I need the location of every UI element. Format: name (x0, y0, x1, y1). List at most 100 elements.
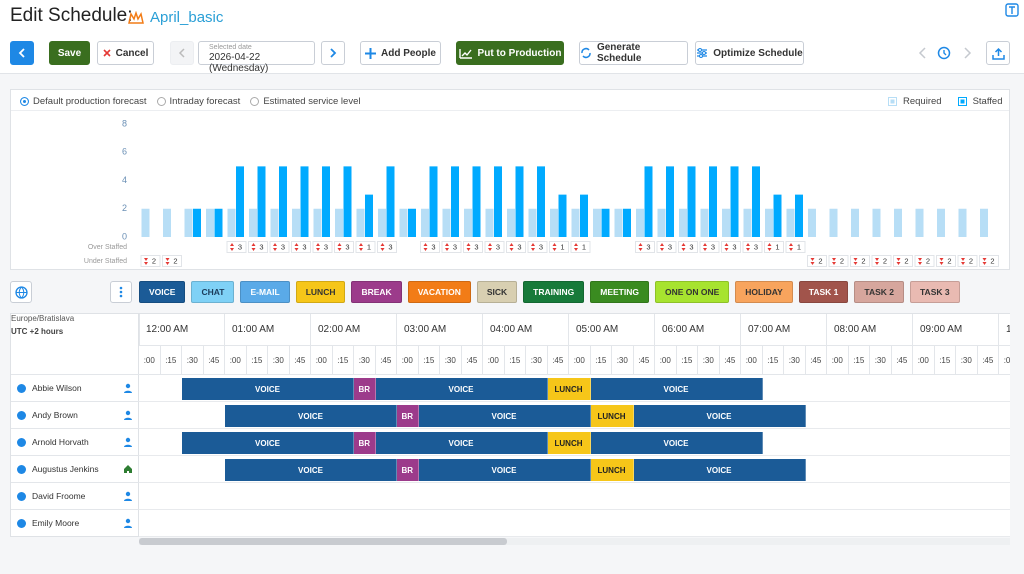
shift-segment[interactable]: VOICE (375, 432, 548, 454)
bar (528, 208, 537, 237)
shift-segment[interactable]: VOICE (590, 432, 763, 454)
shift-label: VOICE (663, 384, 689, 394)
agent-name[interactable]: Abbie Wilson (32, 383, 82, 393)
shift-segment[interactable]: BR (397, 405, 419, 427)
activity-chip[interactable]: TASK 3 (910, 281, 960, 303)
forecast-option[interactable]: Estimated service level (250, 94, 360, 108)
activity-chip[interactable]: MEETING (590, 281, 649, 303)
shift-segment[interactable]: VOICE (182, 378, 354, 400)
shift-segment[interactable]: LUNCH (590, 405, 634, 427)
staffing-icon (810, 258, 815, 265)
shift-segment[interactable]: LUNCH (547, 432, 591, 454)
shift-segment[interactable]: VOICE (418, 405, 591, 427)
agent-icon[interactable] (123, 410, 133, 420)
shift-label: VOICE (298, 411, 323, 421)
activity-chip[interactable]: SICK (476, 281, 518, 303)
shift-segment[interactable]: VOICE (418, 459, 591, 481)
legend-swatch (957, 96, 967, 106)
staffing-box (355, 241, 376, 253)
shift-segment[interactable]: BR (354, 378, 376, 400)
activity-label: VACATION (417, 287, 461, 297)
bar (335, 208, 343, 237)
grid-row (139, 456, 1010, 483)
bar (808, 208, 816, 237)
shift-segment[interactable]: VOICE (375, 378, 548, 400)
shift-segment[interactable]: VOICE (590, 378, 763, 400)
legend-item[interactable]: Staffed (957, 94, 1003, 108)
agent-icon[interactable] (123, 518, 133, 528)
activity-chip[interactable]: VOICE (139, 281, 186, 303)
menu-button[interactable] (110, 281, 132, 303)
agent-name[interactable]: Augustus Jenkins (32, 464, 99, 474)
activity-chip[interactable]: LUNCH (295, 281, 346, 303)
activity-chip[interactable]: HOLIDAY (735, 281, 793, 303)
shift-segment[interactable]: LUNCH (590, 459, 634, 481)
activity-chip[interactable]: CHAT (191, 281, 235, 303)
prev-date-button (170, 41, 194, 65)
staffing-value: 2 (926, 256, 930, 265)
shift-label: BR (358, 438, 371, 448)
forecast-option[interactable]: Intraday forecast (156, 94, 240, 108)
activity-label: VOICE (149, 287, 176, 297)
activity-chip[interactable]: ONE ON ONE (654, 281, 730, 303)
put-to-production-button[interactable]: Put to Production (456, 41, 564, 65)
staffing-icon (445, 243, 449, 251)
optimize-schedule-button[interactable]: Optimize Schedule (695, 41, 804, 65)
staffing-box (527, 241, 548, 253)
shift-segment[interactable]: VOICE (633, 405, 806, 427)
bar (356, 208, 365, 237)
save-button[interactable]: Save (49, 41, 90, 65)
staffing-box (334, 241, 354, 253)
history-icon[interactable] (937, 46, 951, 60)
agent-name[interactable]: Andy Brown (32, 410, 78, 420)
shift-label: LUNCH (597, 411, 626, 421)
shift-segment[interactable]: BR (397, 459, 419, 481)
add-people-button[interactable]: Add People (360, 41, 441, 65)
scrollbar-thumb[interactable] (139, 538, 507, 545)
cancel-button[interactable]: Cancel (97, 41, 154, 65)
quarter-cell: :45 (719, 346, 741, 375)
agent-icon[interactable] (123, 383, 133, 393)
quarter-cell: :45 (891, 346, 913, 375)
scrollbar[interactable] (139, 538, 1010, 545)
agent-name[interactable]: David Froome (32, 491, 86, 501)
help-icon[interactable] (1005, 3, 1019, 17)
date-picker[interactable]: Selected date 2026-04-22 (Wednesday) (198, 41, 315, 74)
agent-name[interactable]: Arnold Horvath (32, 437, 89, 447)
radio (156, 96, 166, 106)
agent-icon[interactable] (123, 464, 133, 474)
activity-chip[interactable]: TRAINING (523, 281, 585, 303)
forecast-option[interactable]: Default production forecast (20, 94, 147, 108)
staffing-value: 1 (560, 242, 564, 251)
export-button[interactable] (986, 41, 1010, 65)
back-button[interactable] (10, 41, 34, 65)
activity-chip[interactable]: VACATION (407, 281, 471, 303)
shift-segment[interactable]: VOICE (225, 405, 397, 427)
shift-segment[interactable]: VOICE (633, 459, 806, 481)
staffing-icon (896, 258, 901, 265)
quarter-cell: :00 (225, 346, 247, 375)
schedule-name[interactable]: April_basic (150, 9, 224, 26)
staffing-icon (359, 243, 363, 251)
agent-name[interactable]: Emily Moore (32, 518, 80, 528)
activity-chip[interactable]: BREAK (351, 281, 402, 303)
activity-chip[interactable]: TASK 2 (854, 281, 904, 303)
help-icon (17, 464, 26, 474)
bar (270, 208, 279, 237)
agent-icon[interactable] (123, 491, 133, 501)
shift-segment[interactable]: LUNCH (547, 378, 591, 400)
quarter-cell: :00 (569, 346, 591, 375)
shift-segment[interactable]: VOICE (225, 459, 397, 481)
next-date-button[interactable] (321, 41, 345, 65)
timezone-button[interactable] (10, 281, 32, 303)
shift-segment[interactable]: BR (354, 432, 376, 454)
quarter-cell: :30 (698, 346, 720, 375)
activity-label: TASK 2 (864, 287, 894, 297)
generate-schedule-button[interactable]: Generate Schedule (579, 41, 688, 65)
agent-icon[interactable] (123, 437, 133, 447)
activity-chip[interactable]: TASK 1 (798, 281, 849, 303)
bar (623, 208, 631, 237)
legend-item[interactable]: Required (888, 94, 942, 108)
activity-chip[interactable]: E-MAIL (240, 281, 290, 303)
shift-segment[interactable]: VOICE (182, 432, 354, 454)
